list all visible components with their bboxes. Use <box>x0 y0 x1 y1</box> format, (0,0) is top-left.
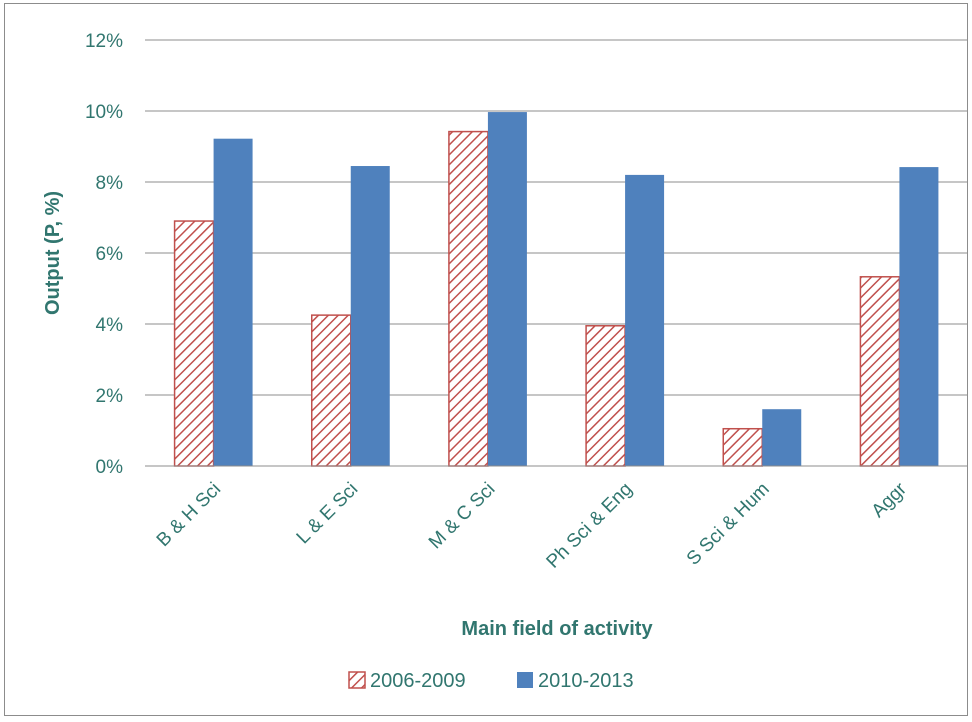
chart-svg: 0% 2% 4% 6% 8% 10% 12% B & H Sci L & E Sci M & C… <box>42 31 968 692</box>
bar-2010-2013-b-h-sci <box>213 138 253 466</box>
legend-label-2006-2009: 2006-2009 <box>370 670 466 692</box>
bar-2006-2009-m-c-sci <box>448 130 489 467</box>
legend-swatch-2010-2013 <box>517 672 533 688</box>
legend: 2006-2009 2010-2013 <box>348 670 634 692</box>
y-tick-label: 4% <box>96 315 124 336</box>
y-tick-label: 0% <box>96 457 124 478</box>
legend-label-2010-2013: 2010-2013 <box>538 670 634 692</box>
bar-2010-2013-m-c-sci <box>487 112 527 466</box>
x-tick-label: S Sci & Hum <box>683 479 774 570</box>
x-tick-label: Aggr <box>868 478 912 522</box>
bar-2006-2009-l-e-sci <box>311 314 352 467</box>
chart-frame: 0% 2% 4% 6% 8% 10% 12% B & H Sci L & E Sci M & C… <box>4 3 968 716</box>
y-tick-labels: 0% 2% 4% 6% 8% 10% 12% <box>85 31 123 478</box>
y-axis-title: Output (P, %) <box>42 191 64 315</box>
bar-2006-2009-b-h-sci <box>173 220 215 467</box>
bar-2006-2009-ph-sci-eng <box>585 325 626 467</box>
bar-2010-2013-l-e-sci <box>350 166 390 466</box>
bar-2010-2013-s-sci-hum <box>762 409 802 466</box>
x-tick-label: L & E Sci <box>293 479 363 549</box>
y-tick-label: 2% <box>96 386 124 407</box>
bar-2010-2013-aggr <box>899 167 939 466</box>
bar-2010-2013-ph-sci-eng <box>625 174 665 466</box>
x-tick-label: Ph Sci & Eng <box>543 479 637 573</box>
x-tick-labels: B & H Sci L & E Sci M & C Sci Ph Sci & Eng S… <box>153 478 912 572</box>
bars <box>173 112 939 467</box>
gridlines <box>145 39 968 396</box>
x-axis-title: Main field of activity <box>461 618 653 640</box>
x-tick-label: B & H Sci <box>153 479 225 551</box>
y-tick-label: 8% <box>96 173 124 194</box>
bar-2006-2009-aggr <box>859 276 901 467</box>
bar-2006-2009-s-sci-hum <box>722 427 763 467</box>
legend-swatch-2006-2009 <box>348 671 366 689</box>
y-tick-label: 12% <box>85 31 123 52</box>
x-tick-label: M & C Sci <box>425 479 500 554</box>
y-tick-label: 6% <box>96 244 124 265</box>
y-tick-label: 10% <box>85 102 123 123</box>
